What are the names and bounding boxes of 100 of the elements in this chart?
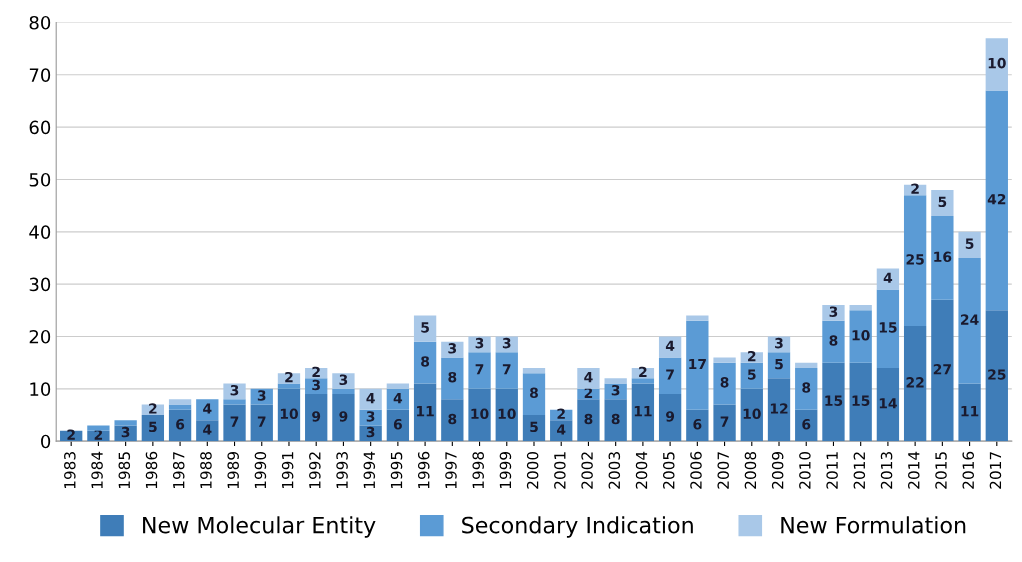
data-label: 10 bbox=[471, 408, 489, 420]
x-tick-label: 1998 bbox=[472, 451, 484, 489]
x-tick-label: 2015 bbox=[935, 452, 947, 489]
bar bbox=[522, 373, 546, 415]
data-label: 4 bbox=[557, 424, 566, 435]
data-label: 7 bbox=[230, 416, 239, 427]
data-label: 3 bbox=[448, 343, 457, 354]
x-tick-label: 1986 bbox=[145, 451, 158, 489]
bar bbox=[495, 388, 518, 442]
data-label: 2 bbox=[67, 429, 75, 440]
bar bbox=[985, 90, 1008, 311]
bar bbox=[713, 357, 736, 363]
data-label: 27 bbox=[933, 364, 951, 375]
data-label: 2 bbox=[285, 371, 293, 383]
data-label: 3 bbox=[121, 426, 130, 438]
data-label: 5 bbox=[421, 322, 429, 333]
bar bbox=[958, 257, 981, 384]
x-tick-label: 1999 bbox=[499, 451, 512, 489]
x-tick-label: 2008 bbox=[744, 451, 757, 489]
bar bbox=[631, 383, 655, 442]
data-label: 9 bbox=[339, 411, 348, 422]
data-label: 3 bbox=[230, 384, 239, 396]
data-label: 6 bbox=[393, 419, 402, 430]
data-label: 42 bbox=[987, 193, 1006, 205]
bar bbox=[686, 409, 709, 442]
bar bbox=[767, 352, 791, 379]
y-tick-label: 10 bbox=[30, 382, 51, 396]
data-label: 3 bbox=[475, 337, 484, 349]
bar bbox=[114, 425, 137, 442]
data-label: 22 bbox=[906, 377, 924, 388]
data-label: 15 bbox=[852, 395, 870, 406]
bar bbox=[604, 399, 627, 442]
data-label: 3 bbox=[775, 337, 783, 349]
bar bbox=[332, 373, 355, 389]
x-tick-label: 2014 bbox=[908, 451, 920, 489]
data-label: 2 bbox=[911, 183, 919, 194]
data-label: 8 bbox=[720, 377, 729, 388]
x-tick-label: 1983 bbox=[64, 452, 76, 489]
bar bbox=[386, 409, 410, 442]
data-label: 3 bbox=[257, 390, 266, 401]
bar bbox=[795, 409, 818, 442]
x-tick-label: 1993 bbox=[336, 452, 348, 489]
y-tick-label: 30 bbox=[29, 277, 51, 292]
data-label: 3 bbox=[366, 426, 375, 438]
x-tick-label: 1987 bbox=[172, 452, 185, 489]
y-tick-label: 70 bbox=[29, 68, 51, 82]
data-label: 11 bbox=[961, 406, 979, 417]
data-label: 5 bbox=[775, 358, 783, 370]
bar bbox=[577, 367, 600, 389]
data-label: 7 bbox=[475, 364, 484, 375]
bar bbox=[468, 388, 491, 442]
bar bbox=[413, 383, 437, 442]
bar bbox=[713, 404, 736, 442]
data-label: 5 bbox=[965, 238, 974, 249]
bar bbox=[849, 305, 872, 311]
bar bbox=[604, 378, 627, 384]
data-label: 7 bbox=[502, 364, 511, 375]
bar bbox=[359, 388, 382, 410]
bar bbox=[958, 383, 981, 442]
bar bbox=[441, 357, 464, 400]
bar bbox=[795, 367, 818, 410]
bar bbox=[522, 415, 546, 442]
bar bbox=[686, 320, 709, 410]
data-label: 2 bbox=[748, 350, 756, 362]
bar bbox=[985, 310, 1008, 442]
data-label: 7 bbox=[720, 416, 729, 427]
bar bbox=[332, 388, 355, 395]
data-label: 8 bbox=[584, 413, 593, 425]
data-label: 8 bbox=[421, 356, 430, 367]
data-label: 4 bbox=[665, 340, 675, 351]
bar bbox=[658, 394, 682, 442]
x-tick-label: 2004 bbox=[635, 451, 648, 489]
data-label: 8 bbox=[448, 413, 457, 425]
data-label: 3 bbox=[339, 374, 348, 386]
x-tick-label: 1990 bbox=[254, 451, 267, 489]
data-label: 4 bbox=[366, 393, 375, 404]
data-label: 2 bbox=[149, 403, 157, 414]
x-tick-label: 2009 bbox=[771, 451, 784, 489]
bar bbox=[386, 383, 410, 389]
x-tick-label: 2012 bbox=[853, 452, 866, 489]
bar bbox=[223, 404, 246, 442]
x-tick-label: 2006 bbox=[690, 451, 702, 489]
bar bbox=[168, 399, 192, 405]
bar bbox=[468, 352, 491, 389]
bar bbox=[441, 399, 464, 442]
data-label: 17 bbox=[689, 358, 706, 370]
x-tick-label: 2011 bbox=[826, 452, 838, 489]
bar bbox=[822, 362, 845, 442]
data-label: 14 bbox=[879, 398, 897, 409]
data-label: 5 bbox=[748, 369, 756, 380]
data-label: 10 bbox=[743, 408, 761, 420]
bar bbox=[413, 315, 437, 342]
y-tick-label: 20 bbox=[29, 329, 51, 344]
y-tick-label: 0 bbox=[41, 434, 51, 449]
data-label: 10 bbox=[988, 57, 1006, 69]
data-label: 8 bbox=[530, 387, 538, 399]
bar bbox=[250, 404, 273, 442]
bar bbox=[495, 352, 518, 389]
data-label: 4 bbox=[584, 372, 593, 383]
x-tick-label: 2017 bbox=[989, 452, 1002, 489]
